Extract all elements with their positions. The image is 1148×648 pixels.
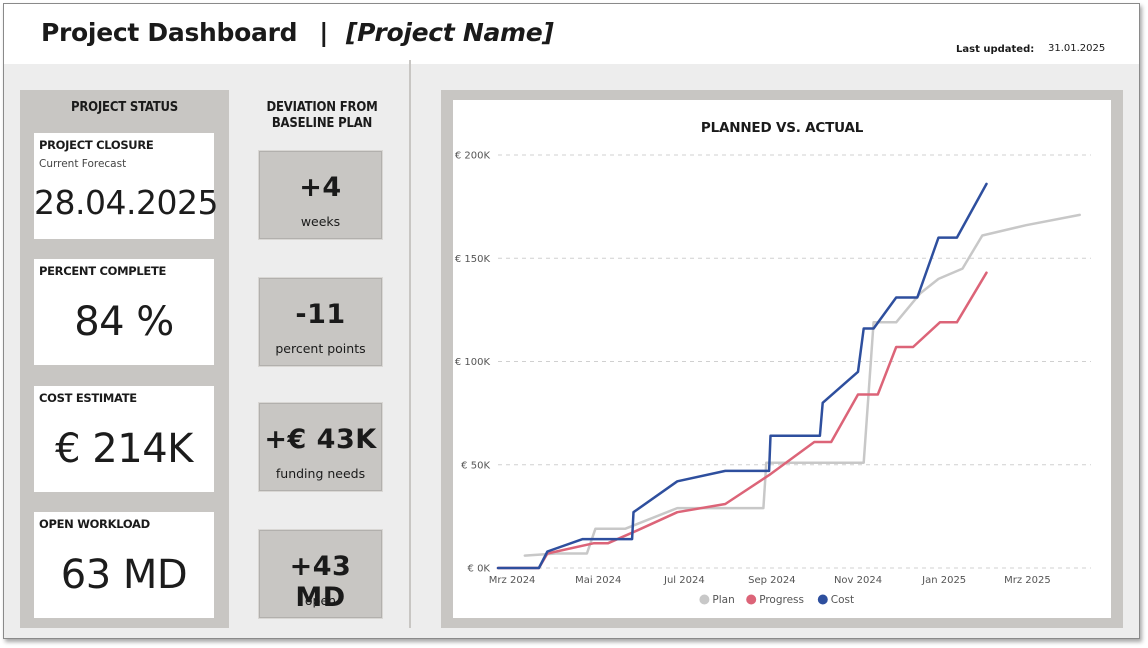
chart-panel: PLANNED VS. ACTUAL € 0K € 50K € 100K € 150K… <box>441 90 1123 628</box>
last-updated-value: 31.01.2025 <box>1048 43 1106 54</box>
project-closure-sublabel: Current Forecast <box>39 158 127 170</box>
x-tick-label: Mai 2024 <box>575 575 621 586</box>
deviation-percent-card[interactable]: -11 percent points <box>259 278 382 366</box>
legend-marker-cost <box>817 594 828 605</box>
legend-marker-progress <box>746 594 757 605</box>
project-closure-card[interactable]: PROJECT CLOSURE Current Forecast 28.04.2… <box>34 133 218 239</box>
cost-estimate-label: COST ESTIMATE <box>39 391 137 405</box>
deviation-workload-unit: open <box>304 593 337 608</box>
header-bar: Project Dashboard | [Project Name] Last up… <box>4 4 1139 64</box>
deviation-funding-card[interactable]: +€ 43K funding needs <box>259 403 382 491</box>
y-tick-label: € 100K <box>455 357 491 368</box>
page-title: Project Dashboard | [Project Name] <box>41 18 554 47</box>
open-workload-card[interactable]: OPEN WORKLOAD 63 MD <box>34 512 214 618</box>
y-tick-label: € 50K <box>461 460 490 471</box>
deviation-heading-line1: DEVIATION FROM <box>266 100 378 115</box>
x-tick-label: Nov 2024 <box>834 575 882 586</box>
deviation-weeks-card[interactable]: +4 weeks <box>259 151 382 239</box>
deviation-workload-card[interactable]: +43 MD open <box>259 530 382 618</box>
x-tick-label: Jul 2024 <box>663 575 705 586</box>
percent-complete-card[interactable]: PERCENT COMPLETE 84 % <box>34 259 214 365</box>
deviation-funding-unit: funding needs <box>275 466 366 481</box>
x-tick-label: Jan 2025 <box>921 575 966 586</box>
x-tick-label: Mrz 2025 <box>1004 575 1051 586</box>
y-tick-label: € 0K <box>468 564 491 575</box>
series-line-cost[interactable] <box>496 182 988 570</box>
dashboard-frame: Project Dashboard | [Project Name] Last up… <box>3 3 1140 639</box>
legend-label-plan[interactable]: Plan <box>712 594 734 606</box>
project-status-heading: PROJECT STATUS <box>70 100 179 115</box>
deviation-panel: DEVIATION FROM BASELINE PLAN +4 weeks -1… <box>244 90 400 628</box>
deviation-heading-line2: BASELINE PLAN <box>271 116 373 131</box>
deviation-percent-value: -11 <box>295 299 346 330</box>
series-line-progress[interactable] <box>496 271 988 570</box>
chart-series <box>496 182 1081 570</box>
deviation-heading: DEVIATION FROM BASELINE PLAN <box>244 100 400 132</box>
x-tick-label: Mrz 2024 <box>489 575 536 586</box>
deviation-workload-value: +43 MD <box>289 551 352 613</box>
legend-label-progress[interactable]: Progress <box>759 594 804 606</box>
cost-estimate-card[interactable]: COST ESTIMATE € 214K <box>34 386 214 492</box>
legend-label-cost[interactable]: Cost <box>831 594 854 606</box>
y-axis-ticks: € 0K € 50K € 100K € 150K € 200K <box>455 151 491 575</box>
x-axis-ticks: Mrz 2024 Mai 2024 Jul 2024 Sep 2024 Nov 2024… <box>489 575 1051 586</box>
deviation-weeks-unit: weeks <box>300 214 341 229</box>
last-updated-label: Last updated: <box>956 44 1035 55</box>
y-tick-label: € 150K <box>455 254 491 265</box>
open-workload-label: OPEN WORKLOAD <box>39 517 150 531</box>
planned-vs-actual-chart[interactable]: € 0K € 50K € 100K € 150K € 200K Mrz 2024 Mai … <box>453 100 1111 618</box>
series-line-plan[interactable] <box>523 213 1081 557</box>
legend-marker-plan <box>699 594 710 605</box>
project-closure-value: 28.04.2025 <box>34 183 218 222</box>
open-workload-value: 63 MD <box>60 552 188 598</box>
deviation-percent-unit: percent points <box>275 341 366 356</box>
chart-card[interactable]: PLANNED VS. ACTUAL € 0K € 50K € 100K € 150K… <box>453 100 1111 618</box>
deviation-weeks-value: +4 <box>299 172 342 203</box>
deviation-funding-value: +€ 43K <box>264 424 377 455</box>
project-status-panel: PROJECT STATUS PROJECT CLOSURE Current F… <box>20 90 229 628</box>
chart-title: PLANNED VS. ACTUAL <box>700 120 864 136</box>
cost-estimate-value: € 214K <box>55 426 193 472</box>
chart-legend[interactable]: Plan Progress Cost <box>699 594 854 606</box>
percent-complete-label: PERCENT COMPLETE <box>39 264 167 278</box>
x-tick-label: Sep 2024 <box>748 575 795 586</box>
project-closure-label: PROJECT CLOSURE <box>39 138 154 152</box>
dashboard-title: Project Dashboard <box>41 18 298 47</box>
title-separator: | <box>319 18 329 47</box>
chart-gridlines <box>498 154 1091 569</box>
column-divider <box>409 60 411 628</box>
y-tick-label: € 200K <box>455 151 491 162</box>
percent-complete-value: 84 % <box>74 299 174 345</box>
project-name: [Project Name] <box>346 18 554 47</box>
